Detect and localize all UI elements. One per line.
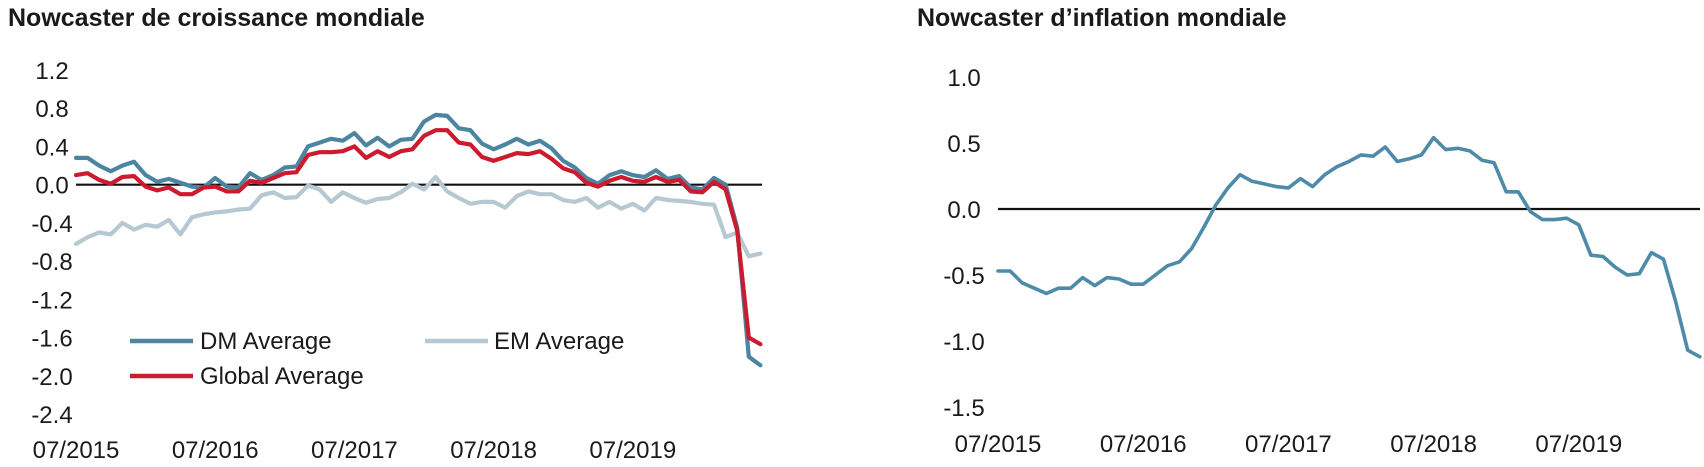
inflation-x-tick-label: 07/2019 <box>1535 431 1622 458</box>
inflation-y-tick-label: 0.5 <box>947 131 980 158</box>
inflation-chart: 1.0 0.5 0.0 -0.5 -1.0 -1.5 07/2015 07/2016 07/20… <box>943 65 1702 458</box>
inflation-y-tick-label: -1.0 <box>943 329 984 356</box>
inflation-x-tick-label: 07/2017 <box>1245 431 1332 458</box>
inflation-chart-title: Nowcaster d’inflation mondiale <box>917 4 1287 32</box>
inflation-y-tick-label: 1.0 <box>947 65 980 92</box>
inflation-y-tick-label: -0.5 <box>943 263 984 290</box>
legend-label-em-average: EM Average <box>494 328 624 355</box>
growth-y-tick-label: -2.4 <box>31 402 72 429</box>
growth-x-tick-label: 07/2018 <box>450 437 537 464</box>
growth-y-tick-label: -1.6 <box>31 326 72 353</box>
growth-x-tick-label: 07/2017 <box>311 437 398 464</box>
inflation-x-tick-label: 07/2016 <box>1100 431 1187 458</box>
growth-x-tick-label: 07/2015 <box>33 437 120 464</box>
growth-series-global-average-line <box>73 128 763 347</box>
growth-y-tick-label: 0.0 <box>35 173 68 200</box>
growth-x-tick-label: 07/2016 <box>172 437 259 464</box>
growth-series-dm-average-line <box>73 112 763 368</box>
growth-y-tick-label: -2.0 <box>31 364 72 391</box>
growth-y-tick-label: -0.8 <box>31 249 72 276</box>
inflation-y-tick-label: -1.5 <box>943 395 984 422</box>
growth-x-tick-label: 07/2019 <box>589 437 676 464</box>
legend-label-global-average: Global Average <box>200 363 364 390</box>
growth-y-tick-label: -0.4 <box>31 211 72 238</box>
growth-y-tick-label: 1.2 <box>35 58 68 85</box>
inflation-x-tick-label: 07/2018 <box>1390 431 1477 458</box>
growth-chart: 1.2 0.8 0.4 0.0 -0.4 -0.8 -1.2 -1.6 -2.0 -2.4 07/2… <box>31 58 763 464</box>
growth-series-em-average-line <box>73 174 763 259</box>
growth-chart-title: Nowcaster de croissance mondiale <box>8 4 425 32</box>
inflation-x-tick-label: 07/2015 <box>955 431 1042 458</box>
inflation-y-tick-label: 0.0 <box>947 197 980 224</box>
growth-y-tick-label: 0.8 <box>35 96 68 123</box>
inflation-series-inflation-line <box>996 135 1702 359</box>
legend-label-dm-average: DM Average <box>200 328 332 355</box>
growth-y-tick-label: 0.4 <box>35 134 68 161</box>
growth-y-tick-label: -1.2 <box>31 287 72 314</box>
